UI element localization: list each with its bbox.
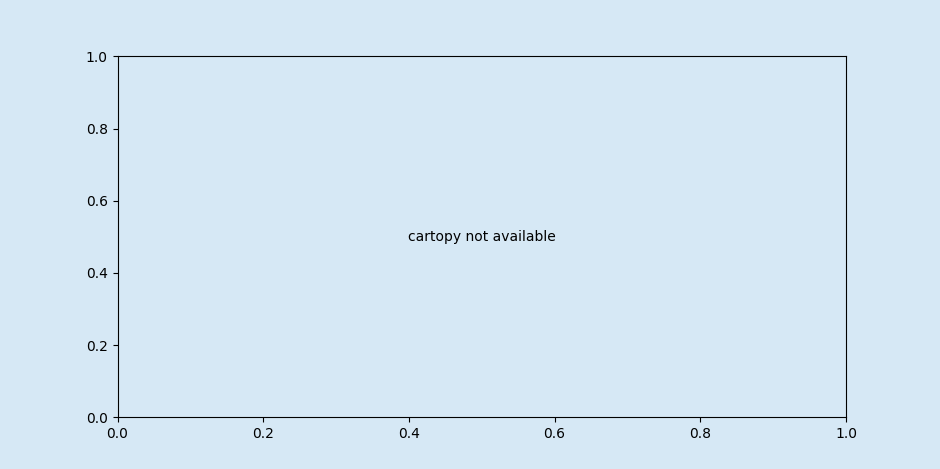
Text: cartopy not available: cartopy not available — [408, 230, 556, 244]
